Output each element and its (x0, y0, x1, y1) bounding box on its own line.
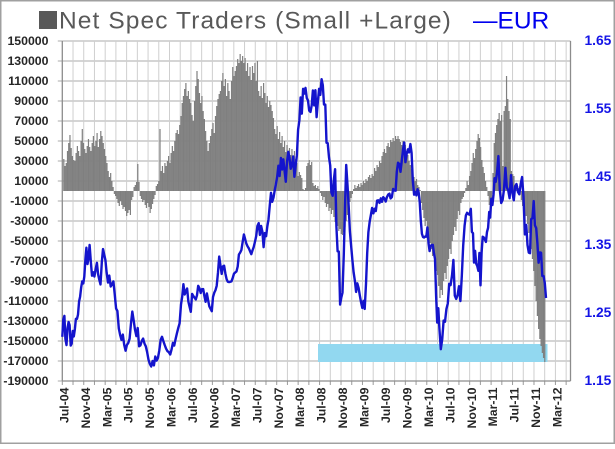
svg-text:Jul-04: Jul-04 (57, 387, 71, 423)
svg-text:10000: 10000 (14, 174, 48, 188)
svg-text:Nov-11: Nov-11 (529, 387, 543, 427)
svg-text:-170000: -170000 (3, 354, 48, 368)
svg-text:Nov-04: Nov-04 (79, 387, 93, 428)
svg-text:1.15: 1.15 (585, 373, 612, 388)
svg-text:Mar-10: Mar-10 (422, 387, 436, 427)
svg-text:Jul-08: Jul-08 (315, 387, 329, 423)
svg-text:50000: 50000 (14, 134, 48, 148)
svg-text:—EUR: —EUR (473, 8, 549, 35)
svg-text:-110000: -110000 (4, 294, 49, 308)
svg-text:Nov-10: Nov-10 (465, 387, 479, 428)
svg-text:1.45: 1.45 (585, 169, 612, 184)
svg-text:Jul-11: Jul-11 (508, 387, 522, 422)
svg-text:150000: 150000 (7, 34, 48, 48)
svg-text:70000: 70000 (14, 114, 48, 128)
svg-text:Nov-06: Nov-06 (207, 387, 221, 428)
svg-text:Mar-07: Mar-07 (229, 387, 243, 427)
svg-text:-50000: -50000 (10, 234, 48, 248)
svg-text:Mar-12: Mar-12 (551, 387, 565, 427)
svg-text:Jul-10: Jul-10 (443, 387, 457, 423)
svg-text:30000: 30000 (14, 154, 48, 168)
svg-text:Nov-05: Nov-05 (143, 387, 157, 428)
svg-text:Mar-08: Mar-08 (293, 387, 307, 427)
svg-text:1.25: 1.25 (585, 305, 612, 320)
svg-text:Jul-05: Jul-05 (122, 387, 136, 423)
svg-text:Jul-07: Jul-07 (250, 387, 264, 423)
svg-text:-10000: -10000 (10, 194, 48, 208)
svg-text:-150000: -150000 (3, 334, 48, 348)
svg-text:-130000: -130000 (3, 314, 48, 328)
svg-text:130000: 130000 (7, 54, 48, 68)
svg-text:Mar-11: Mar-11 (486, 387, 500, 426)
svg-text:Net Spec Traders (Small +Large: Net Spec Traders (Small +Large) (59, 8, 452, 35)
svg-text:Nov-09: Nov-09 (400, 387, 414, 428)
svg-text:1.65: 1.65 (585, 33, 612, 48)
svg-text:-190000: -190000 (3, 374, 48, 388)
svg-text:1.55: 1.55 (585, 101, 612, 116)
svg-text:Jul-06: Jul-06 (186, 387, 200, 423)
svg-text:1.35: 1.35 (585, 237, 612, 252)
svg-text:Mar-06: Mar-06 (165, 387, 179, 427)
svg-text:-90000: -90000 (10, 274, 48, 288)
svg-text:Nov-07: Nov-07 (272, 387, 286, 428)
svg-text:-70000: -70000 (10, 254, 48, 268)
svg-text:Jul-09: Jul-09 (379, 387, 393, 423)
svg-text:Mar-05: Mar-05 (100, 387, 114, 427)
svg-text:Mar-09: Mar-09 (358, 387, 372, 427)
svg-text:-30000: -30000 (10, 214, 48, 228)
svg-text:90000: 90000 (14, 94, 48, 108)
svg-text:110000: 110000 (8, 74, 49, 88)
svg-text:Nov-08: Nov-08 (336, 387, 350, 428)
